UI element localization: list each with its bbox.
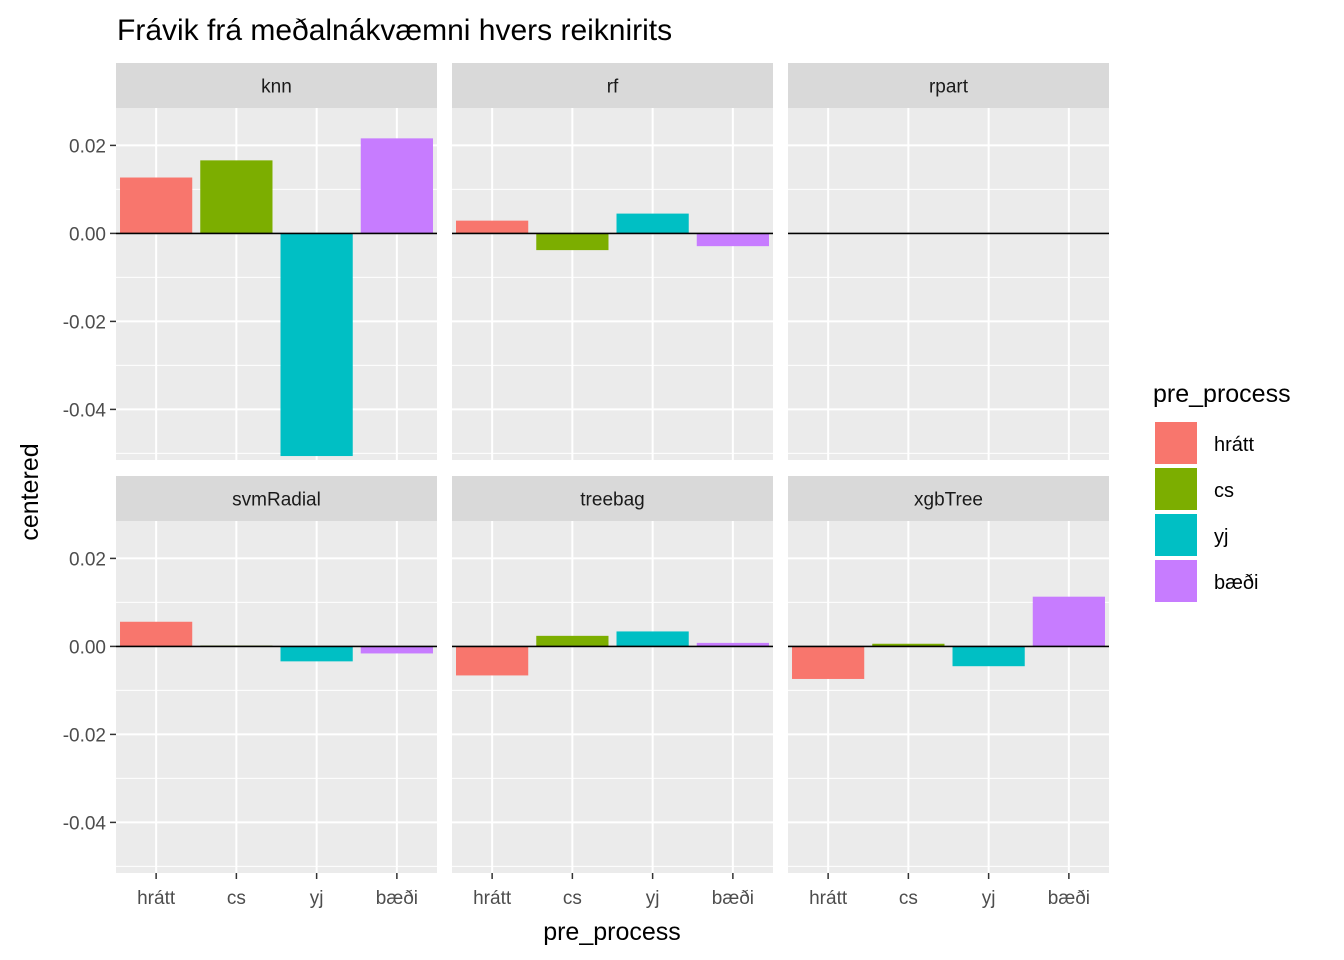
facet-strip-label-treebag: treebag: [580, 490, 644, 511]
bar-xgbtree-yj: [952, 646, 1025, 667]
legend-swatch: [1155, 560, 1197, 602]
chart-title: Frávik frá meðalnákvæmni hvers reiknirit…: [117, 14, 672, 47]
facet-strip-svmradial: [116, 476, 437, 521]
legend-swatch: [1155, 422, 1197, 464]
y-tick-label: 0.02: [69, 136, 106, 157]
facet-panels: knn 0.02 0.00 -0.02 -0.04 rf rpart svmRadial 0.0…: [63, 63, 1109, 909]
y-axis-title: centered: [16, 443, 44, 540]
facet-strip-label-knn: knn: [261, 77, 292, 98]
x-tick-label: cs: [227, 888, 246, 909]
facet-rpart: rpart: [788, 63, 1109, 460]
facet-xgbtree: xgbTree hrátt cs yj bæði: [788, 476, 1109, 909]
legend: pre_process hrátt cs yj bæði: [1153, 380, 1291, 602]
panel-background-treebag: [452, 521, 773, 873]
bar-knn-hratt: [120, 177, 193, 234]
y-tick-label: 0.00: [69, 224, 106, 245]
x-tick-label: bæði: [376, 888, 418, 909]
bar-knn-baedi: [360, 138, 433, 234]
facet-strip-label-rf: rf: [607, 77, 619, 98]
legend-label: bæði: [1214, 572, 1258, 594]
x-tick-label: bæði: [712, 888, 754, 909]
legend-item: bæði: [1155, 560, 1258, 602]
legend-label: cs: [1214, 480, 1234, 502]
bar-treebag-baedi: [696, 642, 769, 647]
y-tick-label: 0.00: [69, 637, 106, 658]
bar-knn-cs: [200, 160, 273, 234]
x-tick-label: hrátt: [809, 888, 848, 909]
bar-rf-cs: [536, 233, 609, 251]
legend-item: yj: [1155, 514, 1228, 556]
bar-rf-baedi: [696, 233, 769, 247]
x-tick-label: yj: [982, 888, 996, 909]
panel-background-svmradial: [116, 521, 437, 873]
bar-svmradial-yj: [280, 646, 353, 662]
bar-rf-yj: [616, 213, 689, 234]
legend-title: pre_process: [1153, 380, 1291, 408]
x-tick-label: yj: [646, 888, 660, 909]
legend-label: yj: [1214, 526, 1228, 548]
x-tick-label: yj: [310, 888, 324, 909]
facet-strip-xgbtree: [788, 476, 1109, 521]
facet-strip-rf: [452, 63, 773, 108]
facet-strip-knn: [116, 63, 437, 108]
panel-background-rf: [452, 108, 773, 460]
x-tick-label: cs: [563, 888, 582, 909]
panel-background-xgbtree: [788, 521, 1109, 873]
bar-svmradial-baedi: [360, 646, 433, 654]
facet-treebag: treebag hrátt cs yj bæði: [452, 476, 773, 909]
facet-svmradial: svmRadial 0.02 0.00 -0.02 -0.04 hrátt cs yj bæði: [63, 476, 437, 909]
panel-background-rpart: [788, 108, 1109, 460]
facet-strip-treebag: [452, 476, 773, 521]
facet-strip-label-xgbtree: xgbTree: [914, 490, 983, 511]
facet-knn: knn 0.02 0.00 -0.02 -0.04: [63, 63, 437, 460]
y-tick-label: -0.02: [63, 312, 106, 333]
bar-knn-yj: [280, 233, 353, 457]
bar-treebag-yj: [616, 631, 689, 647]
x-tick-label: hrátt: [473, 888, 512, 909]
y-tick-label: -0.04: [63, 400, 107, 421]
facet-strip-label-rpart: rpart: [929, 77, 969, 98]
facet-strip-rpart: [788, 63, 1109, 108]
y-tick-label: -0.04: [63, 813, 107, 834]
x-tick-label: hrátt: [137, 888, 176, 909]
x-tick-label: cs: [899, 888, 918, 909]
bar-treebag-hratt: [456, 646, 529, 676]
legend-item: cs: [1155, 468, 1234, 510]
y-tick-label: -0.02: [63, 725, 106, 746]
bar-svmradial-hratt: [120, 621, 193, 647]
facet-rf: rf: [452, 63, 773, 460]
bar-xgbtree-baedi: [1032, 596, 1105, 647]
x-tick-label: bæði: [1048, 888, 1090, 909]
facet-strip-label-svmradial: svmRadial: [232, 490, 321, 511]
bar-rf-hratt: [456, 220, 529, 234]
legend-label: hrátt: [1214, 434, 1254, 456]
legend-item: hrátt: [1155, 422, 1254, 464]
bar-xgbtree-cs: [872, 643, 945, 647]
y-tick-label: 0.02: [69, 549, 106, 570]
bar-treebag-cs: [536, 635, 609, 647]
x-axis-title: pre_process: [543, 918, 681, 946]
bar-xgbtree-hratt: [792, 646, 865, 679]
legend-swatch: [1155, 468, 1197, 510]
legend-swatch: [1155, 514, 1197, 556]
